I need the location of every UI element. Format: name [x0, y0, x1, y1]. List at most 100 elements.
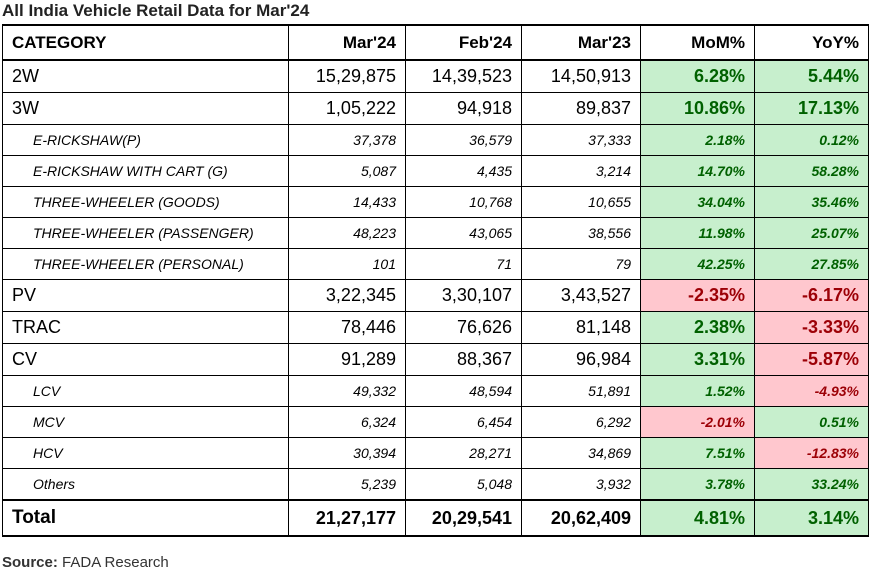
cell-feb24: 28,271 — [405, 437, 522, 469]
header-mom: MoM% — [640, 24, 755, 61]
cell-feb24: 88,367 — [405, 343, 522, 376]
cell-mom: 3.78% — [640, 468, 755, 501]
cell-mar24: 14,433 — [288, 186, 406, 218]
table-row: 2W 15,29,875 14,39,523 14,50,913 6.28% 5.44% — [2, 59, 869, 93]
cell-feb24: 71 — [405, 248, 522, 280]
table-row: Others 5,239 5,048 3,932 3.78% 33.24% — [2, 468, 869, 501]
cell-mar23: 3,214 — [521, 155, 641, 187]
table-row: CV 91,289 88,367 96,984 3.31% -5.87% — [2, 343, 869, 376]
total-row: Total 21,27,177 20,29,541 20,62,409 4.81… — [2, 499, 869, 537]
header-yoy: YoY% — [754, 24, 869, 61]
header-mar24: Mar'24 — [288, 24, 406, 61]
cell-mom: 6.28% — [640, 59, 755, 93]
cell-mar23: 14,50,913 — [521, 59, 641, 93]
cell-yoy: 33.24% — [754, 468, 869, 501]
total-mom: 4.81% — [640, 499, 755, 537]
cell-mar24: 48,223 — [288, 217, 406, 249]
cell-mar24: 5,087 — [288, 155, 406, 187]
cell-mar24: 49,332 — [288, 375, 406, 407]
cell-feb24: 94,918 — [405, 92, 522, 125]
cell-yoy: -4.93% — [754, 375, 869, 407]
cell-mar24: 6,324 — [288, 406, 406, 438]
cell-mom: 10.86% — [640, 92, 755, 125]
cell-mom: 34.04% — [640, 186, 755, 218]
cell-mar23: 38,556 — [521, 217, 641, 249]
cell-mar23: 3,932 — [521, 468, 641, 501]
cell-mar23: 6,292 — [521, 406, 641, 438]
cell-mom: 42.25% — [640, 248, 755, 280]
cell-mar24: 30,394 — [288, 437, 406, 469]
cell-mom: 11.98% — [640, 217, 755, 249]
cell-category: 3W — [2, 92, 289, 125]
cell-mar23: 89,837 — [521, 92, 641, 125]
cell-yoy: -3.33% — [754, 311, 869, 344]
total-yoy: 3.14% — [754, 499, 869, 537]
source-text: FADA Research — [62, 554, 169, 571]
table-row: PV 3,22,345 3,30,107 3,43,527 -2.35% -6.17% — [2, 279, 869, 312]
cell-mar24: 37,378 — [288, 124, 406, 156]
cell-feb24: 14,39,523 — [405, 59, 522, 93]
cell-feb24: 5,048 — [405, 468, 522, 501]
cell-category: Others — [2, 468, 289, 501]
header-row: CATEGORY Mar'24 Feb'24 Mar'23 MoM% YoY% — [2, 24, 869, 61]
cell-category: CV — [2, 343, 289, 376]
cell-yoy: -6.17% — [754, 279, 869, 312]
cell-mar23: 3,43,527 — [521, 279, 641, 312]
table-row: LCV 49,332 48,594 51,891 1.52% -4.93% — [2, 375, 869, 407]
cell-mom: 14.70% — [640, 155, 755, 187]
header-feb24: Feb'24 — [405, 24, 522, 61]
cell-yoy: 0.51% — [754, 406, 869, 438]
cell-category: LCV — [2, 375, 289, 407]
cell-mar23: 51,891 — [521, 375, 641, 407]
cell-mar24: 3,22,345 — [288, 279, 406, 312]
cell-category: E-RICKSHAW WITH CART (G) — [2, 155, 289, 187]
cell-category: THREE-WHEELER (PASSENGER) — [2, 217, 289, 249]
vehicle-retail-table: CATEGORY Mar'24 Feb'24 Mar'23 MoM% YoY% … — [2, 24, 869, 537]
cell-category: HCV — [2, 437, 289, 469]
cell-mar23: 34,869 — [521, 437, 641, 469]
cell-feb24: 3,30,107 — [405, 279, 522, 312]
cell-feb24: 10,768 — [405, 186, 522, 218]
cell-feb24: 36,579 — [405, 124, 522, 156]
total-mar24: 21,27,177 — [288, 499, 406, 537]
table-row: E-RICKSHAW WITH CART (G) 5,087 4,435 3,214 1… — [2, 155, 869, 187]
table-title: All India Vehicle Retail Data for Mar'24 — [2, 1, 310, 20]
total-feb24: 20,29,541 — [405, 499, 522, 537]
cell-yoy: 25.07% — [754, 217, 869, 249]
cell-category: E-RICKSHAW(P) — [2, 124, 289, 156]
cell-mar24: 5,239 — [288, 468, 406, 501]
cell-mom: -2.35% — [640, 279, 755, 312]
cell-mom: 2.18% — [640, 124, 755, 156]
cell-yoy: -12.83% — [754, 437, 869, 469]
cell-feb24: 43,065 — [405, 217, 522, 249]
cell-mar24: 15,29,875 — [288, 59, 406, 93]
cell-yoy: 27.85% — [754, 248, 869, 280]
table-row: MCV 6,324 6,454 6,292 -2.01% 0.51% — [2, 406, 869, 438]
table-row: E-RICKSHAW(P) 37,378 36,579 37,333 2.18% 0.12… — [2, 124, 869, 156]
cell-mar23: 10,655 — [521, 186, 641, 218]
table-row: THREE-WHEELER (PERSONAL) 101 71 79 42.25% 27.… — [2, 248, 869, 280]
cell-category: 2W — [2, 59, 289, 93]
cell-mom: 3.31% — [640, 343, 755, 376]
cell-category: MCV — [2, 406, 289, 438]
cell-yoy: 5.44% — [754, 59, 869, 93]
cell-mom: 2.38% — [640, 311, 755, 344]
cell-mar24: 101 — [288, 248, 406, 280]
cell-category: THREE-WHEELER (GOODS) — [2, 186, 289, 218]
cell-mar23: 37,333 — [521, 124, 641, 156]
total-mar23: 20,62,409 — [521, 499, 641, 537]
cell-category: PV — [2, 279, 289, 312]
cell-mar24: 78,446 — [288, 311, 406, 344]
cell-feb24: 48,594 — [405, 375, 522, 407]
header-category: CATEGORY — [2, 24, 289, 61]
source-note: Source: FADA Research — [2, 554, 169, 571]
total-label: Total — [2, 499, 289, 537]
cell-mom: 1.52% — [640, 375, 755, 407]
cell-category: TRAC — [2, 311, 289, 344]
table-row: TRAC 78,446 76,626 81,148 2.38% -3.33% — [2, 311, 869, 344]
cell-mom: 7.51% — [640, 437, 755, 469]
table-row: THREE-WHEELER (GOODS) 14,433 10,768 10,655 3… — [2, 186, 869, 218]
table-body: 2W 15,29,875 14,39,523 14,50,913 6.28% 5.44% 3… — [2, 59, 869, 501]
cell-mar24: 1,05,222 — [288, 92, 406, 125]
cell-yoy: 0.12% — [754, 124, 869, 156]
